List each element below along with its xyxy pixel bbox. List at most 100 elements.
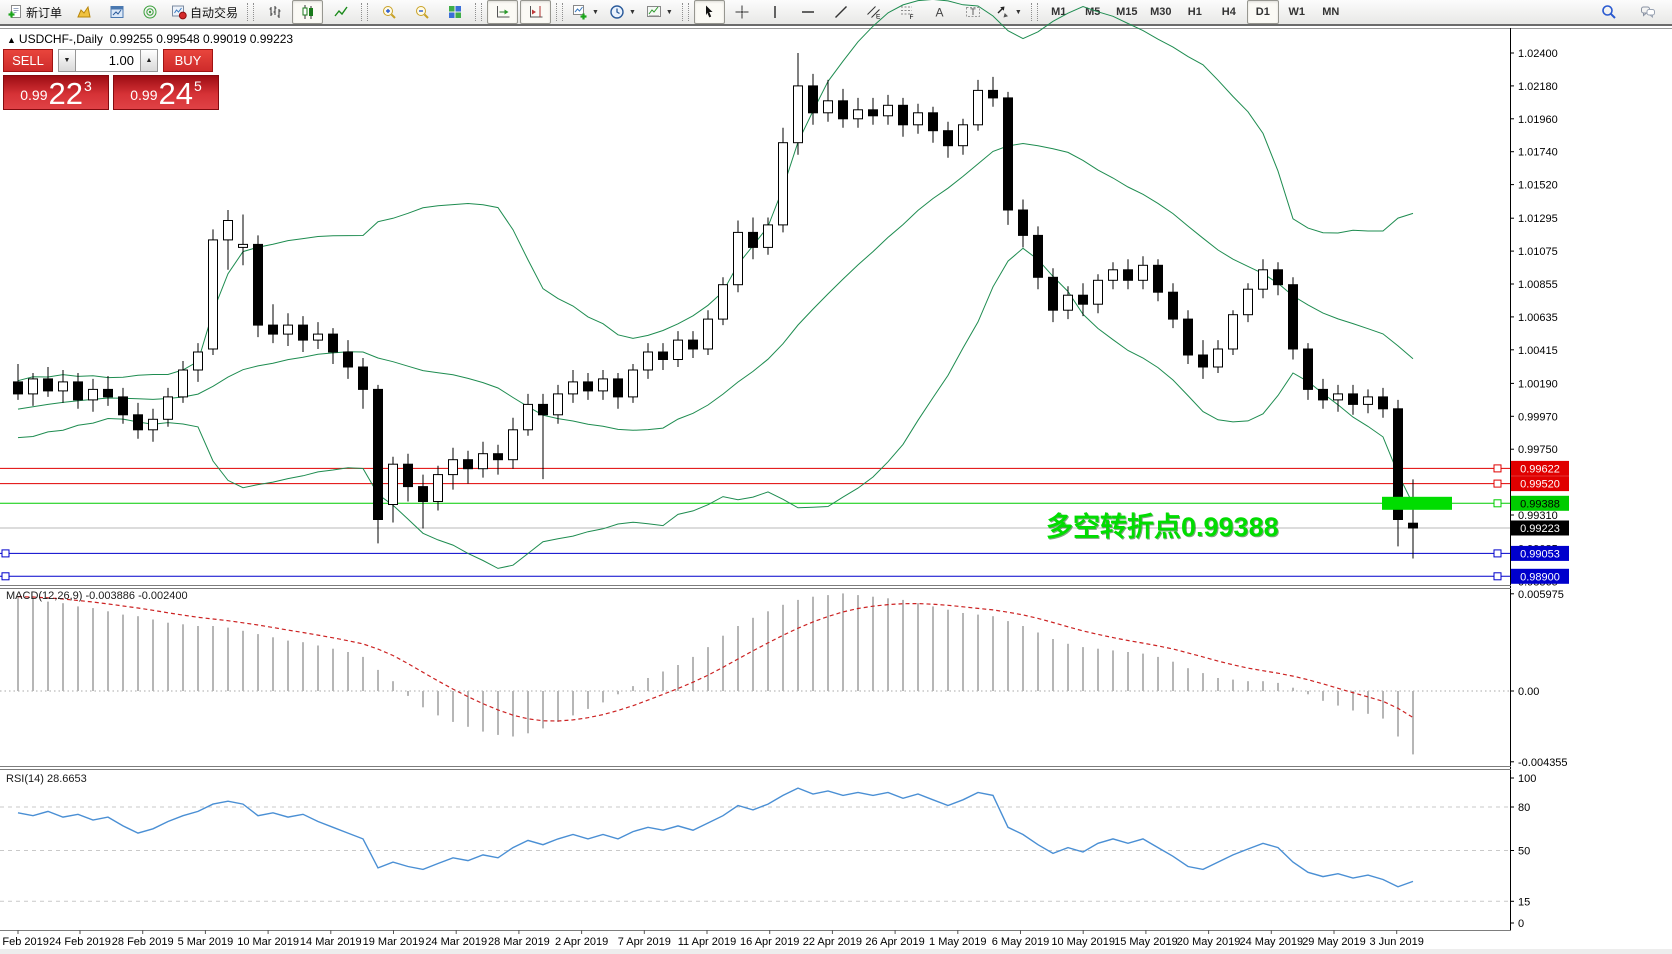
- horizontal-line-button[interactable]: [793, 0, 824, 24]
- line-handle[interactable]: [1493, 549, 1502, 558]
- community-button[interactable]: [1632, 0, 1663, 24]
- toolbar-grip[interactable]: [475, 3, 483, 21]
- line-handle[interactable]: [1, 549, 10, 558]
- svg-text:50: 50: [1518, 846, 1530, 858]
- candle: [373, 388, 383, 520]
- channel-button[interactable]: E: [859, 0, 890, 24]
- candlestick-button[interactable]: [292, 0, 324, 24]
- volume-input[interactable]: [76, 49, 140, 72]
- search-button[interactable]: [1593, 0, 1624, 24]
- zoom-out-button[interactable]: [406, 0, 437, 24]
- auto-scroll-button[interactable]: [487, 0, 519, 24]
- candle: [1288, 284, 1298, 350]
- line-handle[interactable]: [1493, 479, 1502, 488]
- auto-trading-button[interactable]: 自动交易: [167, 0, 242, 24]
- svg-text:26 Apr 2019: 26 Apr 2019: [865, 936, 924, 948]
- volume-increase-button[interactable]: ▲: [140, 49, 158, 72]
- tf-d1-button[interactable]: D1: [1246, 0, 1279, 24]
- toolbar-grip[interactable]: [1030, 3, 1038, 21]
- line-handle[interactable]: [1493, 464, 1502, 473]
- market-watch-button[interactable]: [101, 0, 132, 24]
- new-order-button[interactable]: 新订单: [3, 0, 66, 24]
- templates-button[interactable]: ▼: [642, 0, 677, 24]
- dropdown-arrow-icon[interactable]: ▼: [628, 8, 636, 16]
- candle: [313, 333, 323, 341]
- svg-text:11 Apr 2019: 11 Apr 2019: [678, 936, 737, 948]
- sell-price-button[interactable]: 0.99 22 3: [3, 75, 109, 110]
- dropdown-arrow-icon[interactable]: ▼: [665, 8, 673, 16]
- periods-button[interactable]: ▼: [605, 0, 640, 24]
- candle: [763, 224, 773, 248]
- candle: [508, 429, 518, 461]
- text-icon: A: [932, 4, 948, 20]
- price-axis[interactable]: 1.02400 1.02180 1.01960 1.01740 1.01520 1.012…: [1510, 48, 1569, 589]
- cursor-button[interactable]: [693, 0, 725, 24]
- line-handle[interactable]: [1, 572, 10, 581]
- candle: [868, 109, 878, 117]
- line-chart-button[interactable]: [325, 0, 356, 24]
- bar-chart-button[interactable]: [259, 0, 290, 24]
- toolbar-grip[interactable]: [247, 3, 255, 21]
- zoom-in-icon: [381, 4, 397, 20]
- tile-windows-button[interactable]: [439, 0, 470, 24]
- dropdown-arrow-icon[interactable]: ▼: [1014, 8, 1022, 16]
- text-button[interactable]: A: [925, 0, 956, 24]
- candle: [13, 381, 23, 395]
- svg-text:19 Feb 2019: 19 Feb 2019: [0, 936, 49, 948]
- navigator-button[interactable]: [134, 0, 165, 24]
- toolbar-right: [1592, 0, 1664, 24]
- candle: [553, 393, 563, 416]
- tf-w1-button[interactable]: W1: [1281, 0, 1313, 24]
- sell-button[interactable]: SELL: [3, 49, 53, 72]
- line-handle[interactable]: [1493, 499, 1502, 508]
- candle: [103, 388, 113, 398]
- indicators-button[interactable]: ▼: [568, 0, 603, 24]
- svg-text:14 Mar 2019: 14 Mar 2019: [300, 936, 362, 948]
- arrows-button[interactable]: ▼: [991, 0, 1026, 24]
- tf-mn-button[interactable]: MN: [1315, 0, 1347, 24]
- line-handle[interactable]: [1493, 572, 1502, 581]
- candle: [793, 85, 803, 144]
- svg-text:24 Mar 2019: 24 Mar 2019: [425, 936, 487, 948]
- toolbar-grip[interactable]: [681, 3, 689, 21]
- svg-text:6 May 2019: 6 May 2019: [992, 936, 1049, 948]
- trendline-button[interactable]: [826, 0, 857, 24]
- turning-point-annotation[interactable]: 多空转折点0.99388: [1046, 512, 1279, 542]
- volume-decrease-button[interactable]: ▼: [58, 49, 76, 72]
- zoom-out-icon: [414, 4, 430, 20]
- chart-shift-button[interactable]: [520, 0, 552, 24]
- tf-m1-button[interactable]: M1: [1043, 0, 1075, 24]
- candle: [418, 486, 428, 503]
- candle: [643, 351, 653, 371]
- crosshair-button[interactable]: [727, 0, 758, 24]
- candle: [1393, 408, 1403, 520]
- svg-text:0.99053: 0.99053: [1520, 548, 1560, 560]
- candle: [433, 474, 443, 503]
- tf-h1-button[interactable]: H1: [1179, 0, 1211, 24]
- svg-text:20 May 2019: 20 May 2019: [1177, 936, 1241, 948]
- candle: [1408, 522, 1418, 529]
- buy-price-button[interactable]: 0.99 24 5: [113, 75, 219, 110]
- candle: [898, 104, 908, 126]
- fibonacci-button[interactable]: F: [892, 0, 923, 24]
- collapse-arrow-icon[interactable]: ▲: [7, 35, 16, 45]
- candle: [388, 463, 398, 506]
- text-label-button[interactable]: T: [958, 0, 989, 24]
- svg-text:5 Mar 2019: 5 Mar 2019: [178, 936, 234, 948]
- turning-point-highlight[interactable]: [1382, 496, 1452, 510]
- candle: [493, 453, 503, 461]
- clock-icon: [609, 4, 625, 20]
- profiles-button[interactable]: [68, 0, 99, 24]
- toolbar-grip[interactable]: [556, 3, 564, 21]
- toolbar-grip[interactable]: [361, 3, 369, 21]
- zoom-in-button[interactable]: [373, 0, 404, 24]
- tf-h4-button[interactable]: H4: [1213, 0, 1245, 24]
- tf-m15-button[interactable]: M15: [1111, 0, 1143, 24]
- vertical-line-button[interactable]: [760, 0, 791, 24]
- dropdown-arrow-icon[interactable]: ▼: [592, 8, 599, 16]
- buy-button[interactable]: BUY: [163, 49, 213, 72]
- chart-profile-icon: [76, 4, 92, 20]
- tf-m30-button[interactable]: M30: [1145, 0, 1177, 24]
